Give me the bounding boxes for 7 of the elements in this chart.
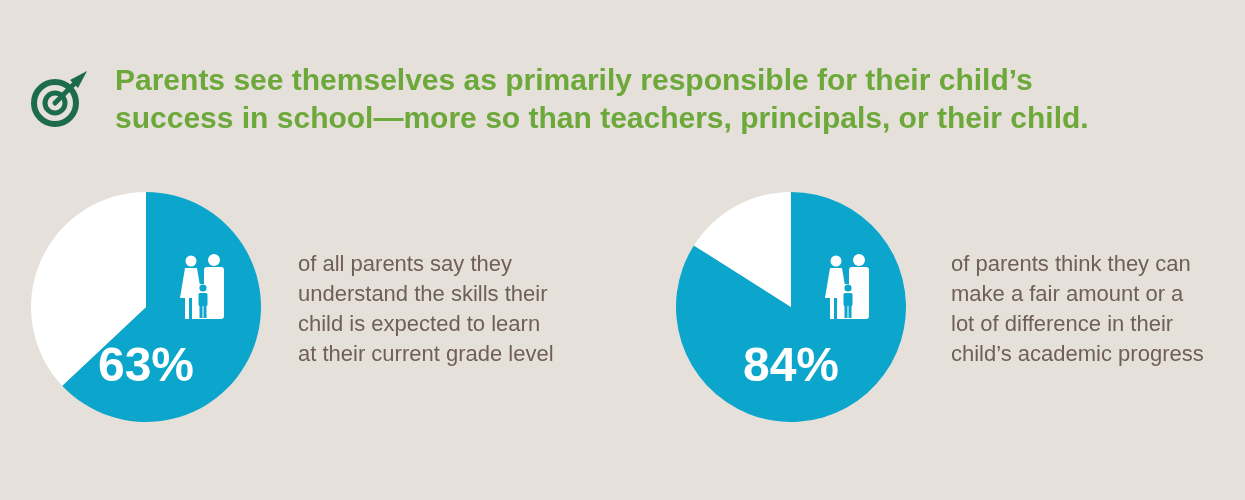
pie-slice [693, 192, 791, 307]
data-label: 63% [97, 337, 195, 391]
data-label: 84% [742, 337, 840, 391]
pie-slice [676, 192, 906, 422]
text: of all parents say they understand the skills their child is expected to learn at their current grade level [298, 250, 554, 368]
text: Parents see themselves as primarily responsible for their child’s success in school—more so than teachers, principals, or their child. [115, 62, 1089, 136]
text: of parents think they can make a fair amount or a lot of difference in their child’s academic progress [951, 250, 1204, 368]
